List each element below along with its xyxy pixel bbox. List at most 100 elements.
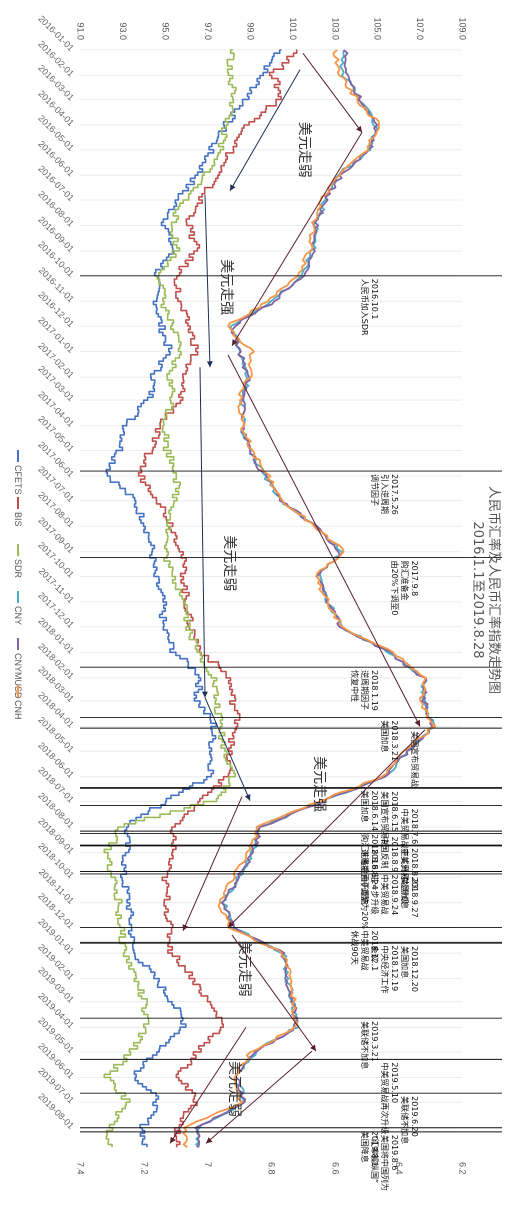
event-label-line: 2017.9.8 [410,561,419,597]
event-label-line: 美联储不加息 [400,1096,410,1144]
right-axis-tick-label: 7.4 [76,1162,86,1175]
series-layer [103,49,437,1148]
right-axis-tick-label: 7 [203,1162,213,1167]
right-axis-tick-label: 6.8 [267,1162,277,1175]
left-axis-tick-label: 103.0 [330,17,340,40]
trend-arrow [199,367,208,698]
right-axis-tick-label: 7.2 [139,1162,149,1175]
event-label-line: 逆周期因子 [360,670,370,710]
event-label-line: 2019.8.6 [390,1135,399,1171]
trend-arrows [169,52,426,1144]
left-axis-tick-label: 109.0 [458,17,468,40]
right-axis-ticks: 7.4 7.2 7 6.8 6.6 6.4 6.2 [76,1162,468,1175]
event-label-line: 2018.6.15 [390,791,399,832]
left-axis-tick-label: 107.0 [415,17,425,40]
event-lines [80,275,502,1133]
event-label-line: 美国加息 [400,946,410,978]
left-axis-tick-label: 91.0 [76,22,86,40]
trend-arrow [182,796,243,932]
legend-item: SDR [13,544,23,579]
left-axis-tick-label: 95.0 [161,22,171,40]
event-label-line: 购汇准备金由0调整为20% [360,834,370,929]
chart-title-line: 2016.1.1至2019.8.28 [470,521,485,658]
trend-annotation: 美元走弱 [226,1061,242,1117]
event-label-line: 中美贸易战再次升级 [380,1062,390,1134]
trend-arrow [227,354,421,727]
event-label-line: 人民币加入SDR [360,279,370,336]
event-label-line: 逆周期因子重启 [360,849,370,905]
series-line-cfets [105,49,282,1148]
chart-title-line: 人民币汇率及人民币汇率指数走势图 [486,486,502,694]
event-label-line: 中央经济工作 [380,945,390,993]
legend-label: CNH [13,700,23,720]
trend-arrow [231,934,317,1052]
event-label-line: 引入逆周期 [380,474,390,514]
event-label-line: 进一步升级 [370,874,380,914]
event-label-line: 2018.8.6 [370,834,379,870]
left-axis-tick-label: 105.0 [373,17,383,40]
event-label-line: 会议 [370,945,380,961]
trend-arrow [231,132,363,347]
event-label-line: 2019.5.10 [390,1062,399,1103]
trend-arrow [205,1050,313,1144]
trend-annotation: 美元走弱 [221,535,237,591]
event-label-line: 美国宣布贸易战 [380,791,390,847]
event-label-line: 2018.12.1 [370,931,379,972]
legend-item: CNYMUSD [13,638,23,699]
event-label-line: 休战90天 [350,931,360,965]
trend-arrow [227,729,426,928]
trend-arrow [169,1026,247,1144]
legend-label: CFETS [13,465,23,495]
legend-item: CFETS [13,450,23,495]
event-label-line: 2018.6.14 [370,790,379,831]
series-line-cnh [182,49,437,1148]
event-label: 美国宣布贸易战 [410,731,420,787]
event-label-line: 2018.9.27 [410,877,419,918]
legend-item: CNY [13,591,23,625]
event-label-line: 2019.3.21 [370,1021,379,1062]
event-label-line: 美国加息 [360,790,370,822]
event-label-line: 2018.9.24 [390,874,399,915]
left-axis-tick-label: 99.0 [245,22,255,40]
right-axis-tick-label: 6.6 [330,1162,340,1175]
trend-annotation: 美元走强 [218,259,234,315]
event-label-line: 美国加息 [380,720,390,752]
right-axis-tick-label: 6.2 [458,1162,468,1175]
left-axis-tick-label: 93.0 [118,22,128,40]
left-axis-ticks: 91.0 93.0 95.0 97.0 99.0 101.0 103.0 105.0 107.0… [76,17,468,40]
trend-annotation: 美元走强 [311,756,327,812]
event-label-line: 美国宣布贸易战 [410,731,420,787]
event-label-line: 2018.12.19 [390,945,399,991]
trend-annotation: 美元走弱 [296,122,312,178]
event-label-line: 购汇准备金 [400,561,410,601]
event-label-line: 2018.1.19 [370,670,379,711]
event-label-line: 美国加息 [400,877,410,909]
trend-arrow [229,69,301,192]
date-axis: 2016-01-012016-02-012016-03-012016-04-01… [36,13,76,1130]
trend-arrow [204,195,213,368]
event-label-line: 2019.6.20 [410,1096,419,1137]
event-label-line: 由20%下调至0 [390,561,400,616]
legend-label: SDR [13,559,23,579]
event-label-line: 2018.3.21 [390,720,399,761]
event-label-line: 2018.8.24 [370,849,379,890]
